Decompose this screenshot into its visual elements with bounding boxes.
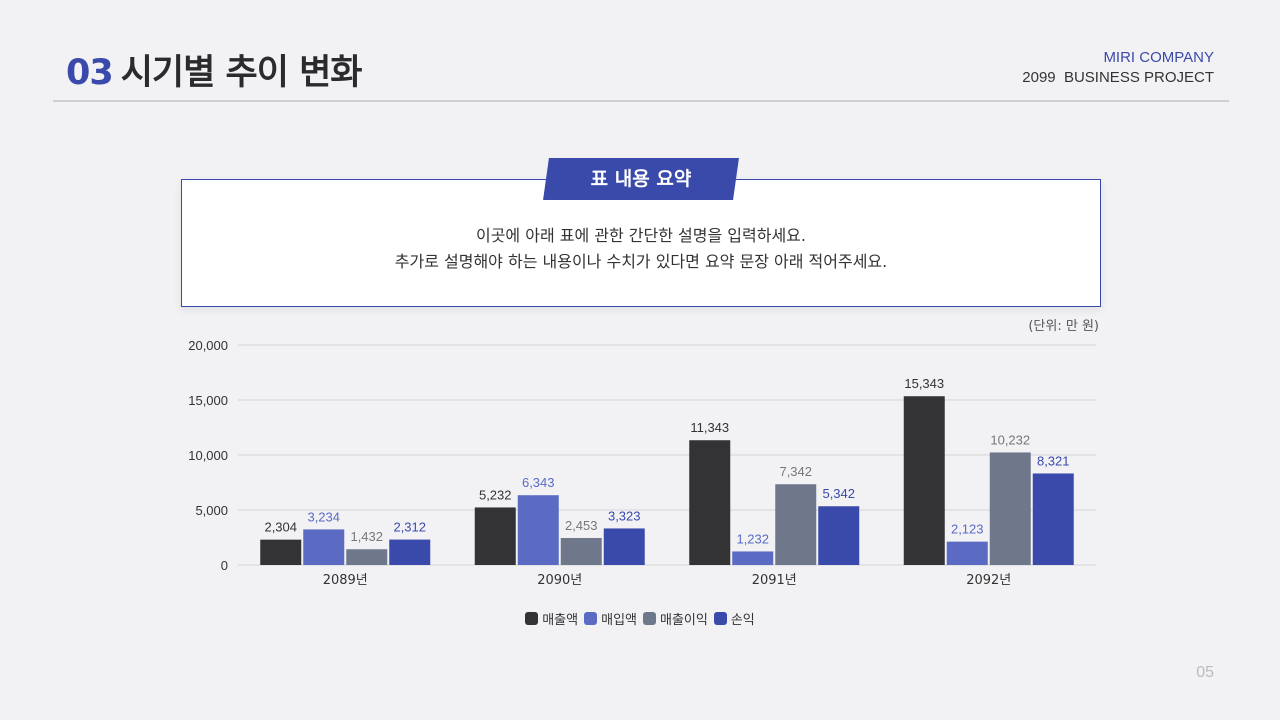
bar bbox=[818, 506, 860, 565]
data-label: 3,234 bbox=[307, 509, 340, 524]
legend: 매출액 매입액 매출이익 손익 bbox=[0, 609, 1280, 629]
legend-swatch bbox=[643, 612, 656, 625]
data-label: 3,323 bbox=[608, 508, 641, 523]
bar bbox=[474, 507, 516, 565]
bar bbox=[603, 528, 645, 565]
section-number: 03 bbox=[66, 53, 114, 93]
x-tick-label: 2091년 bbox=[752, 573, 797, 588]
legend-label: 매출이익 bbox=[660, 613, 708, 628]
bar bbox=[389, 539, 431, 565]
bar bbox=[260, 539, 302, 565]
summary-line-2: 추가로 설명해야 하는 내용이나 수치가 있다면 요약 문장 아래 적어주세요. bbox=[394, 252, 888, 271]
bar bbox=[732, 551, 774, 565]
x-tick-label: 2090년 bbox=[537, 573, 582, 588]
data-label: 2,123 bbox=[951, 522, 984, 537]
data-label: 1,232 bbox=[736, 531, 769, 546]
data-label: 7,342 bbox=[779, 464, 812, 479]
legend-item: 매입액 bbox=[584, 609, 637, 628]
summary-line-1: 이곳에 아래 표에 관한 간단한 설명을 입력하세요. bbox=[475, 226, 806, 245]
legend-label: 매입액 bbox=[601, 613, 637, 628]
bar bbox=[517, 495, 559, 565]
page-number: 05 bbox=[1196, 664, 1214, 681]
data-label: 15,343 bbox=[904, 376, 944, 391]
data-label: 8,321 bbox=[1037, 453, 1070, 468]
data-label: 5,232 bbox=[479, 487, 512, 502]
title-text: 시기별 추이 변화 bbox=[120, 53, 363, 93]
bar bbox=[303, 529, 345, 565]
legend-item: 매출액 bbox=[525, 609, 578, 628]
data-label: 10,232 bbox=[990, 432, 1030, 447]
y-tick-label: 0 bbox=[221, 558, 228, 573]
data-label: 2,312 bbox=[393, 520, 426, 535]
bar bbox=[903, 396, 945, 565]
y-tick-label: 5,000 bbox=[195, 503, 228, 518]
bar bbox=[989, 452, 1031, 565]
legend-item: 손익 bbox=[713, 609, 755, 628]
bar bbox=[946, 541, 988, 565]
data-label: 11,343 bbox=[690, 420, 729, 435]
legend-label: 손익 bbox=[730, 613, 755, 628]
legend-swatch bbox=[713, 612, 727, 625]
company-name: MIRI COMPANY bbox=[1103, 49, 1214, 66]
legend-swatch bbox=[584, 612, 598, 625]
legend-swatch bbox=[525, 612, 539, 625]
page-title: 03 시기별 추이 변화 bbox=[66, 44, 362, 95]
data-label: 2,453 bbox=[565, 518, 598, 533]
y-tick-label: 20,000 bbox=[188, 338, 228, 353]
legend-label: 매출액 bbox=[542, 613, 579, 628]
data-label: 2,304 bbox=[264, 520, 297, 535]
y-tick-label: 15,000 bbox=[188, 393, 228, 408]
bar bbox=[560, 538, 602, 565]
summary-box: 이곳에 아래 표에 관한 간단한 설명을 입력하세요. 추가로 설명해야 하는 … bbox=[181, 179, 1101, 307]
header-divider bbox=[53, 100, 1229, 102]
x-tick-label: 2089년 bbox=[323, 573, 368, 588]
x-tick-label: 2092년 bbox=[966, 573, 1011, 588]
bar bbox=[689, 440, 731, 565]
data-label: 5,342 bbox=[822, 486, 855, 501]
bar bbox=[1032, 473, 1074, 565]
project-name: 2099 BUSINESS PROJECT bbox=[1022, 69, 1214, 86]
y-tick-label: 10,000 bbox=[188, 448, 228, 463]
bar bbox=[775, 484, 817, 565]
legend-item: 매출이익 bbox=[643, 609, 708, 628]
summary-badge-label: 표 내용 요약 bbox=[590, 168, 692, 190]
unit-label: (단위: 만 원) bbox=[1028, 319, 1099, 334]
data-label: 1,432 bbox=[350, 529, 383, 544]
bar bbox=[346, 549, 388, 565]
company-info: MIRI COMPANY 2099 BUSINESS PROJECT bbox=[1022, 48, 1214, 88]
data-label: 6,343 bbox=[522, 475, 555, 490]
